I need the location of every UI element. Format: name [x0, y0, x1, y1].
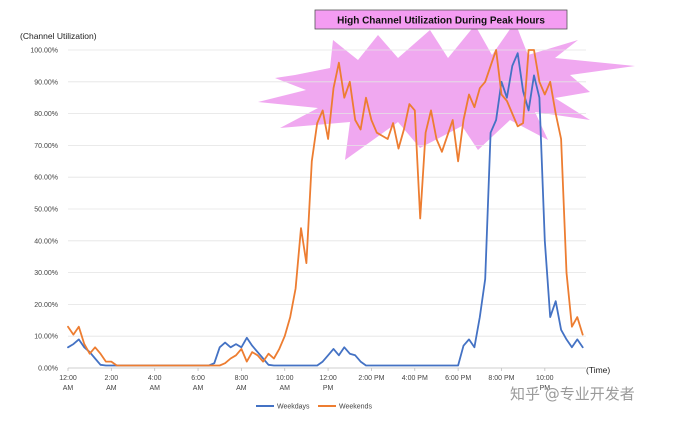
- x-tick-label: 8:00: [235, 375, 249, 382]
- x-tick-label-line2: AM: [106, 385, 117, 392]
- y-tick-label: 20.00%: [34, 302, 58, 309]
- legend: Weekdays Weekends: [256, 404, 372, 411]
- x-tick-label: 6:00 PM: [445, 375, 471, 382]
- x-tick-label-line2: AM: [236, 385, 247, 392]
- y-tick-label: 0.00%: [38, 366, 58, 373]
- x-tick-label: 6:00: [191, 375, 205, 382]
- x-tick-label: 10:00: [276, 375, 294, 382]
- x-axis-label: (Time): [586, 365, 610, 375]
- legend-label-weekdays: Weekdays: [277, 404, 310, 411]
- x-tick-label: 2:00: [105, 375, 119, 382]
- x-tick-labels: 12:00 AM 2:00 AM 4:00 AM 6:00 AM 8:00 AM 10:00 AM 12…: [59, 368, 554, 392]
- y-tick-label: 90.00%: [34, 79, 58, 86]
- x-tick-label: 4:00: [148, 375, 162, 382]
- x-tick-label: 8:00 PM: [488, 375, 514, 382]
- y-tick-label: 10.00%: [34, 334, 58, 341]
- x-tick-label: 10:00: [536, 375, 554, 382]
- series-line-weekends: [67, 49, 584, 367]
- x-tick-label: 2:00 PM: [358, 375, 384, 382]
- y-tick-label: 50.00%: [34, 207, 58, 214]
- watermark-text: 知乎 @专业开发者: [510, 385, 635, 403]
- x-tick-label-line2: AM: [149, 385, 160, 392]
- chart-title-box: [314, 9, 568, 30]
- x-tick-label-line2: AM: [279, 385, 290, 392]
- legend-label-weekends: Weekends: [339, 404, 372, 411]
- gridlines: [68, 49, 586, 369]
- x-tick-label: 4:00 PM: [402, 375, 428, 382]
- x-tick-label-line2: AM: [193, 385, 204, 392]
- y-tick-labels: 0.00% 10.00% 20.00% 30.00% 40.00% 50.00% 60.00…: [30, 48, 58, 373]
- x-tick-label-line2: PM: [323, 385, 334, 392]
- y-tick-label: 30.00%: [34, 270, 58, 277]
- x-tick-label: 12:00: [59, 375, 77, 382]
- y-tick-label: 80.00%: [34, 111, 58, 118]
- x-tick-label-line2: PM: [540, 385, 551, 392]
- y-tick-label: 70.00%: [34, 143, 58, 150]
- y-tick-label: 40.00%: [34, 238, 58, 245]
- x-tick-label-line2: AM: [63, 385, 74, 392]
- y-tick-label: 60.00%: [34, 175, 58, 182]
- series-lines: [67, 49, 584, 367]
- chart-title: High Channel Utilization During Peak Hou…: [337, 16, 545, 27]
- x-tick-label: 12:00: [319, 375, 337, 382]
- y-axis-label: (Channel Utilization): [20, 31, 97, 41]
- y-tick-label: 100.00%: [30, 48, 58, 55]
